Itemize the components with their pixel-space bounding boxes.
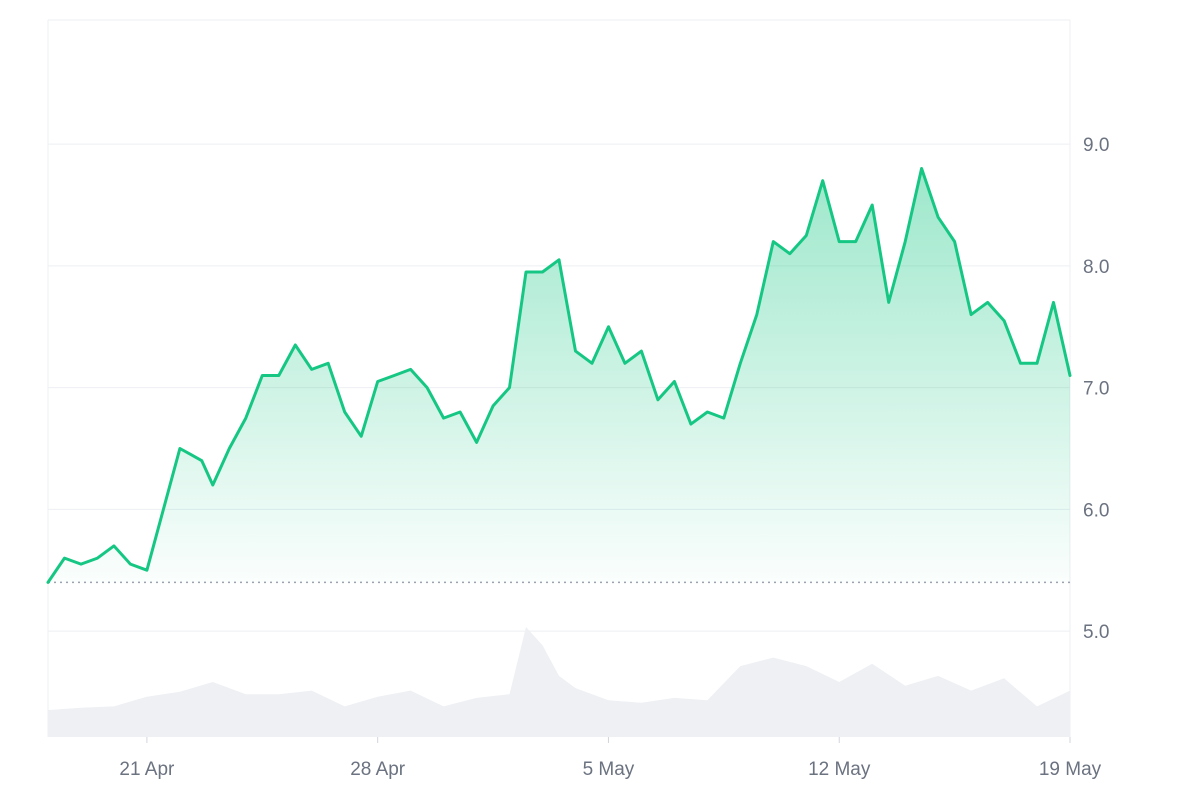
price-point[interactable] <box>986 300 990 304</box>
y-tick-label: 5.0 <box>1083 622 1109 643</box>
price-point[interactable] <box>79 562 83 566</box>
price-point[interactable] <box>969 313 973 317</box>
price-point[interactable] <box>161 507 165 511</box>
price-point[interactable] <box>755 313 759 317</box>
price-point[interactable] <box>425 386 429 390</box>
x-tick-label: 28 Apr <box>350 759 406 780</box>
price-point[interactable] <box>46 580 50 584</box>
price-point[interactable] <box>293 343 297 347</box>
price-point[interactable] <box>689 422 693 426</box>
volume-layer <box>48 627 1070 737</box>
price-point[interactable] <box>128 562 132 566</box>
price-line <box>46 167 1072 584</box>
price-point[interactable] <box>903 240 907 244</box>
price-point[interactable] <box>112 544 116 548</box>
price-point[interactable] <box>458 410 462 414</box>
price-point[interactable] <box>260 374 264 378</box>
price-point[interactable] <box>672 380 676 384</box>
price-point[interactable] <box>870 203 874 207</box>
price-point[interactable] <box>936 215 940 219</box>
x-tick-label: 19 May <box>1039 759 1102 780</box>
price-point[interactable] <box>1068 374 1072 378</box>
price-area-fill <box>48 168 1070 583</box>
price-point[interactable] <box>475 440 479 444</box>
price-point[interactable] <box>541 270 545 274</box>
price-point[interactable] <box>491 404 495 408</box>
y-tick-label: 8.0 <box>1083 257 1109 278</box>
price-point[interactable] <box>63 556 67 560</box>
price-point[interactable] <box>557 258 561 262</box>
price-point[interactable] <box>607 325 611 329</box>
x-tick-label: 5 May <box>583 759 635 780</box>
y-tick-label: 6.0 <box>1083 500 1109 521</box>
y-axis: 5.0 6.0 7.0 8.0 9.0 <box>1083 135 1109 643</box>
price-point[interactable] <box>524 270 528 274</box>
price-point[interactable] <box>376 380 380 384</box>
price-point[interactable] <box>326 361 330 365</box>
price-point[interactable] <box>200 459 204 463</box>
price-point[interactable] <box>804 234 808 238</box>
price-point[interactable] <box>1035 361 1039 365</box>
price-point[interactable] <box>1019 361 1023 365</box>
price-point[interactable] <box>1052 300 1056 304</box>
price-point[interactable] <box>145 568 149 572</box>
price-point[interactable] <box>623 361 627 365</box>
price-point[interactable] <box>821 179 825 183</box>
price-point[interactable] <box>178 447 182 451</box>
y-tick-label: 9.0 <box>1083 135 1109 156</box>
price-point[interactable] <box>508 386 512 390</box>
price-point[interactable] <box>211 483 215 487</box>
price-point[interactable] <box>953 240 957 244</box>
area-layer <box>48 168 1070 583</box>
price-point[interactable] <box>343 410 347 414</box>
price-point[interactable] <box>359 434 363 438</box>
price-point[interactable] <box>442 416 446 420</box>
price-point[interactable] <box>771 240 775 244</box>
price-point[interactable] <box>639 349 643 353</box>
price-point[interactable] <box>590 361 594 365</box>
price-point[interactable] <box>227 447 231 451</box>
price-point[interactable] <box>189 453 193 457</box>
price-point[interactable] <box>277 374 281 378</box>
line-layer <box>46 167 1072 584</box>
price-point[interactable] <box>705 410 709 414</box>
volume-area <box>48 627 1070 737</box>
price-point[interactable] <box>920 167 924 171</box>
x-tick-label: 21 Apr <box>119 759 175 780</box>
price-point[interactable] <box>788 252 792 256</box>
x-axis: 21 Apr 28 Apr 5 May 12 May 19 May <box>119 737 1102 780</box>
price-point[interactable] <box>837 240 841 244</box>
price-point[interactable] <box>1002 319 1006 323</box>
price-point[interactable] <box>887 300 891 304</box>
price-point[interactable] <box>96 556 100 560</box>
price-point[interactable] <box>392 374 396 378</box>
price-point[interactable] <box>854 240 858 244</box>
price-point[interactable] <box>409 367 413 371</box>
price-point[interactable] <box>738 361 742 365</box>
x-tick-label: 12 May <box>808 759 871 780</box>
price-point[interactable] <box>244 416 248 420</box>
y-tick-label: 7.0 <box>1083 379 1109 400</box>
price-point[interactable] <box>656 398 660 402</box>
price-point[interactable] <box>574 349 578 353</box>
price-point[interactable] <box>722 416 726 420</box>
price-point[interactable] <box>310 367 314 371</box>
